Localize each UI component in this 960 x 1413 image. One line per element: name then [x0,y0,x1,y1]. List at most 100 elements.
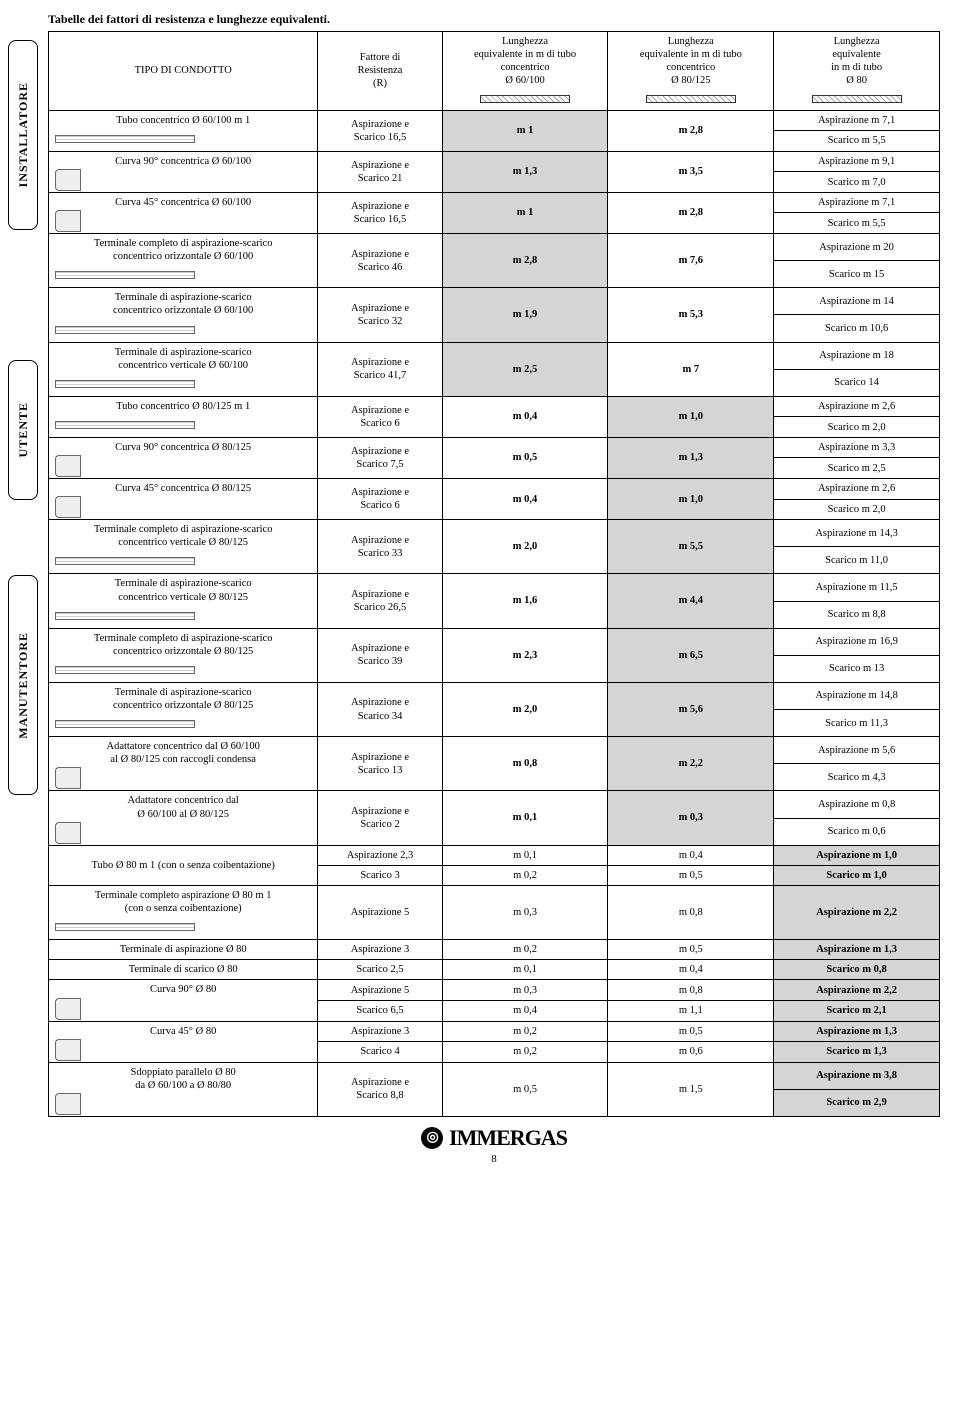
page-title: Tabelle dei fattori di resistenza e lung… [48,12,940,27]
c80-cell: Aspirazione m 1,0 [774,845,940,865]
logo-mark-icon: ◎ [421,1127,443,1149]
c60-cell: m 0,2 [442,1021,608,1042]
tab-utente-label: UTENTE [16,392,31,467]
c80125-cell: m 3,5 [608,151,774,192]
tipo-cell: Curva 90° concentrica Ø 80/125 [49,437,318,478]
c80-cell: Scarico m 7,0 [774,172,940,193]
brand-name: IMMERGAS [449,1125,567,1151]
c80125-cell: m 5,3 [608,288,774,342]
fattore-cell: Aspirazione eScarico 46 [318,234,442,288]
c80-cell: Scarico m 2,1 [774,1000,940,1021]
c80125-cell: m 4,4 [608,574,774,628]
c80-cell: Aspirazione m 11,5 [774,574,940,601]
tipo-cell: Terminale di aspirazione-scaricoconcentr… [49,574,318,628]
tab-installatore-label: INSTALLATORE [16,72,31,197]
c80-cell: Scarico m 0,6 [774,818,940,845]
c80125-cell: m 6,5 [608,628,774,682]
resistance-table: TIPO DI CONDOTTO Fattore di Resistenza (… [48,31,940,1117]
c80-cell: Scarico m 13 [774,655,940,682]
table-row: Terminale di scarico Ø 80Scarico 2,5m 0,… [49,960,940,980]
table-row: Terminale completo di aspirazione-scaric… [49,520,940,547]
c60-cell: m 2,5 [442,342,608,396]
c80-cell: Scarico m 0,8 [774,960,940,980]
fattore-cell: Aspirazione 3 [318,1021,442,1042]
c80-cell: Scarico m 5,5 [774,131,940,152]
tipo-cell: Terminale completo di aspirazione-scaric… [49,628,318,682]
table-row: Curva 90° concentrica Ø 80/125Aspirazion… [49,437,940,458]
fattore-cell: Aspirazione eScarico 16,5 [318,192,442,233]
hdr-fattore: Fattore di Resistenza (R) [318,32,442,111]
tipo-cell: Terminale di aspirazione-scaricoconcentr… [49,342,318,396]
c60-cell: m 0,1 [442,791,608,845]
c60-cell: m 0,3 [442,980,608,1001]
fattore-cell: Scarico 4 [318,1042,442,1063]
c80125-cell: m 5,6 [608,682,774,736]
tipo-cell: Curva 90° Ø 80 [49,980,318,1021]
c60-cell: m 0,8 [442,737,608,791]
c80-cell: Scarico 14 [774,369,940,396]
c80-cell: Scarico m 2,0 [774,417,940,438]
table-row: Curva 45° Ø 80Aspirazione 3m 0,2m 0,5Asp… [49,1021,940,1042]
hdr-80: Lunghezza equivalente in m di tubo Ø 80 [774,32,940,111]
table-row: Adattatore concentrico dal Ø 60/100al Ø … [49,737,940,764]
tab-manutentore: MANUTENTORE [8,575,38,795]
c60-cell: m 0,4 [442,396,608,437]
c60-cell: m 0,1 [442,960,608,980]
c80125-cell: m 0,3 [608,791,774,845]
c80125-cell: m 0,6 [608,1042,774,1063]
table-row: Terminale completo aspirazione Ø 80 m 1(… [49,885,940,939]
table-row: Terminale di aspirazione-scaricoconcentr… [49,682,940,709]
c80-cell: Aspirazione m 2,6 [774,396,940,417]
c80-cell: Aspirazione m 14,3 [774,520,940,547]
c60-cell: m 0,4 [442,1000,608,1021]
tipo-cell: Adattatore concentrico dal Ø 60/100al Ø … [49,737,318,791]
table-row: Terminale di aspirazione-scaricoconcentr… [49,288,940,315]
c80125-cell: m 1,0 [608,396,774,437]
c80-cell: Scarico m 2,5 [774,458,940,479]
c80125-cell: m 0,8 [608,885,774,939]
c80125-cell: m 2,8 [608,192,774,233]
c60-cell: m 0,5 [442,437,608,478]
table-row: Tubo concentrico Ø 80/125 m 1Aspirazione… [49,396,940,417]
c80-cell: Aspirazione m 14,8 [774,682,940,709]
c80125-cell: m 7 [608,342,774,396]
table-row: Terminale completo di aspirazione-scaric… [49,234,940,261]
c60-cell: m 0,4 [442,479,608,520]
hdr-60: Lunghezza equivalente in m di tubo conce… [442,32,608,111]
c80-cell: Scarico m 10,6 [774,315,940,342]
tipo-cell: Tubo concentrico Ø 80/125 m 1 [49,396,318,437]
table-row: Terminale completo di aspirazione-scaric… [49,628,940,655]
c80-cell: Aspirazione m 5,6 [774,737,940,764]
table-row: Terminale di aspirazione Ø 80Aspirazione… [49,940,940,960]
fattore-cell: Scarico 2,5 [318,960,442,980]
fattore-cell: Scarico 3 [318,865,442,885]
c80-cell: Aspirazione m 14 [774,288,940,315]
c60-cell: m 2,0 [442,520,608,574]
fattore-cell: Aspirazione 2,3 [318,845,442,865]
c60-cell: m 1,9 [442,288,608,342]
c60-cell: m 0,2 [442,940,608,960]
c80-cell: Scarico m 8,8 [774,601,940,628]
c60-cell: m 1,6 [442,574,608,628]
c80-cell: Aspirazione m 7,1 [774,192,940,213]
c80-cell: Aspirazione m 7,1 [774,110,940,131]
fattore-cell: Aspirazione eScarico 33 [318,520,442,574]
tab-manutentore-label: MANUTENTORE [16,622,31,749]
c80125-cell: m 0,5 [608,865,774,885]
c60-cell: m 1,3 [442,151,608,192]
fattore-cell: Aspirazione eScarico 32 [318,288,442,342]
c80-cell: Scarico m 5,5 [774,213,940,234]
pipe-icon [812,95,902,103]
tipo-cell: Terminale completo di aspirazione-scaric… [49,520,318,574]
page-number: 8 [48,1153,940,1165]
hdr-80125: Lunghezza equivalente in m di tubo conce… [608,32,774,111]
table-row: Terminale di aspirazione-scaricoconcentr… [49,574,940,601]
c80125-cell: m 0,5 [608,940,774,960]
c80125-cell: m 1,5 [608,1062,774,1116]
tipo-cell: Terminale di aspirazione-scaricoconcentr… [49,682,318,736]
c60-cell: m 0,2 [442,1042,608,1063]
table-row: Curva 45° concentrica Ø 60/100Aspirazion… [49,192,940,213]
c60-cell: m 0,5 [442,1062,608,1116]
c60-cell: m 0,1 [442,845,608,865]
fattore-cell: Aspirazione eScarico 6 [318,396,442,437]
